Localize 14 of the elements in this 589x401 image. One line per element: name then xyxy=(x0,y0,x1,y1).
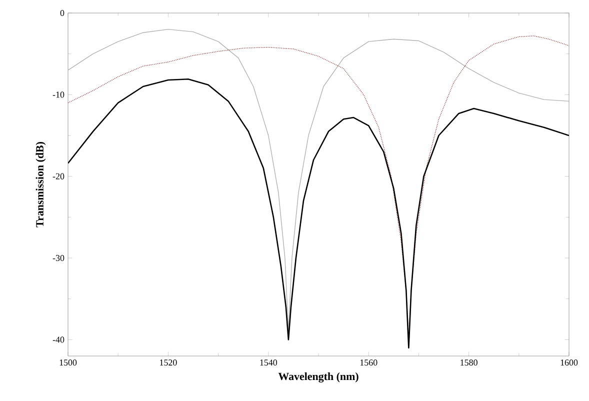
x-axis-title: Wavelength (nm) xyxy=(278,372,358,382)
y-tick-label: -20 xyxy=(52,173,64,180)
x-tick-label: 1600 xyxy=(560,360,578,366)
y-tick-label: -40 xyxy=(52,336,64,343)
y-tick-label: -10 xyxy=(52,92,64,98)
x-tick-label: 1520 xyxy=(160,360,177,366)
x-tick-label: 1540 xyxy=(260,360,278,366)
y-tick-label: 0 xyxy=(60,10,64,16)
x-tick-label: 1560 xyxy=(360,360,378,366)
y-axis-title: Transmission (dB) xyxy=(36,142,46,228)
y-tick-label: -30 xyxy=(52,254,64,262)
x-tick-label: 1500 xyxy=(60,360,77,366)
x-tick-label: 1580 xyxy=(460,360,478,366)
line-series xyxy=(68,78,570,348)
